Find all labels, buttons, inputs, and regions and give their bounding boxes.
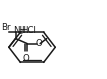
Text: O: O [23,53,29,62]
Text: 2: 2 [18,29,22,35]
Text: Br: Br [1,23,11,32]
Text: HCl: HCl [21,26,36,35]
Text: NH: NH [13,26,26,35]
Text: O: O [35,39,42,48]
